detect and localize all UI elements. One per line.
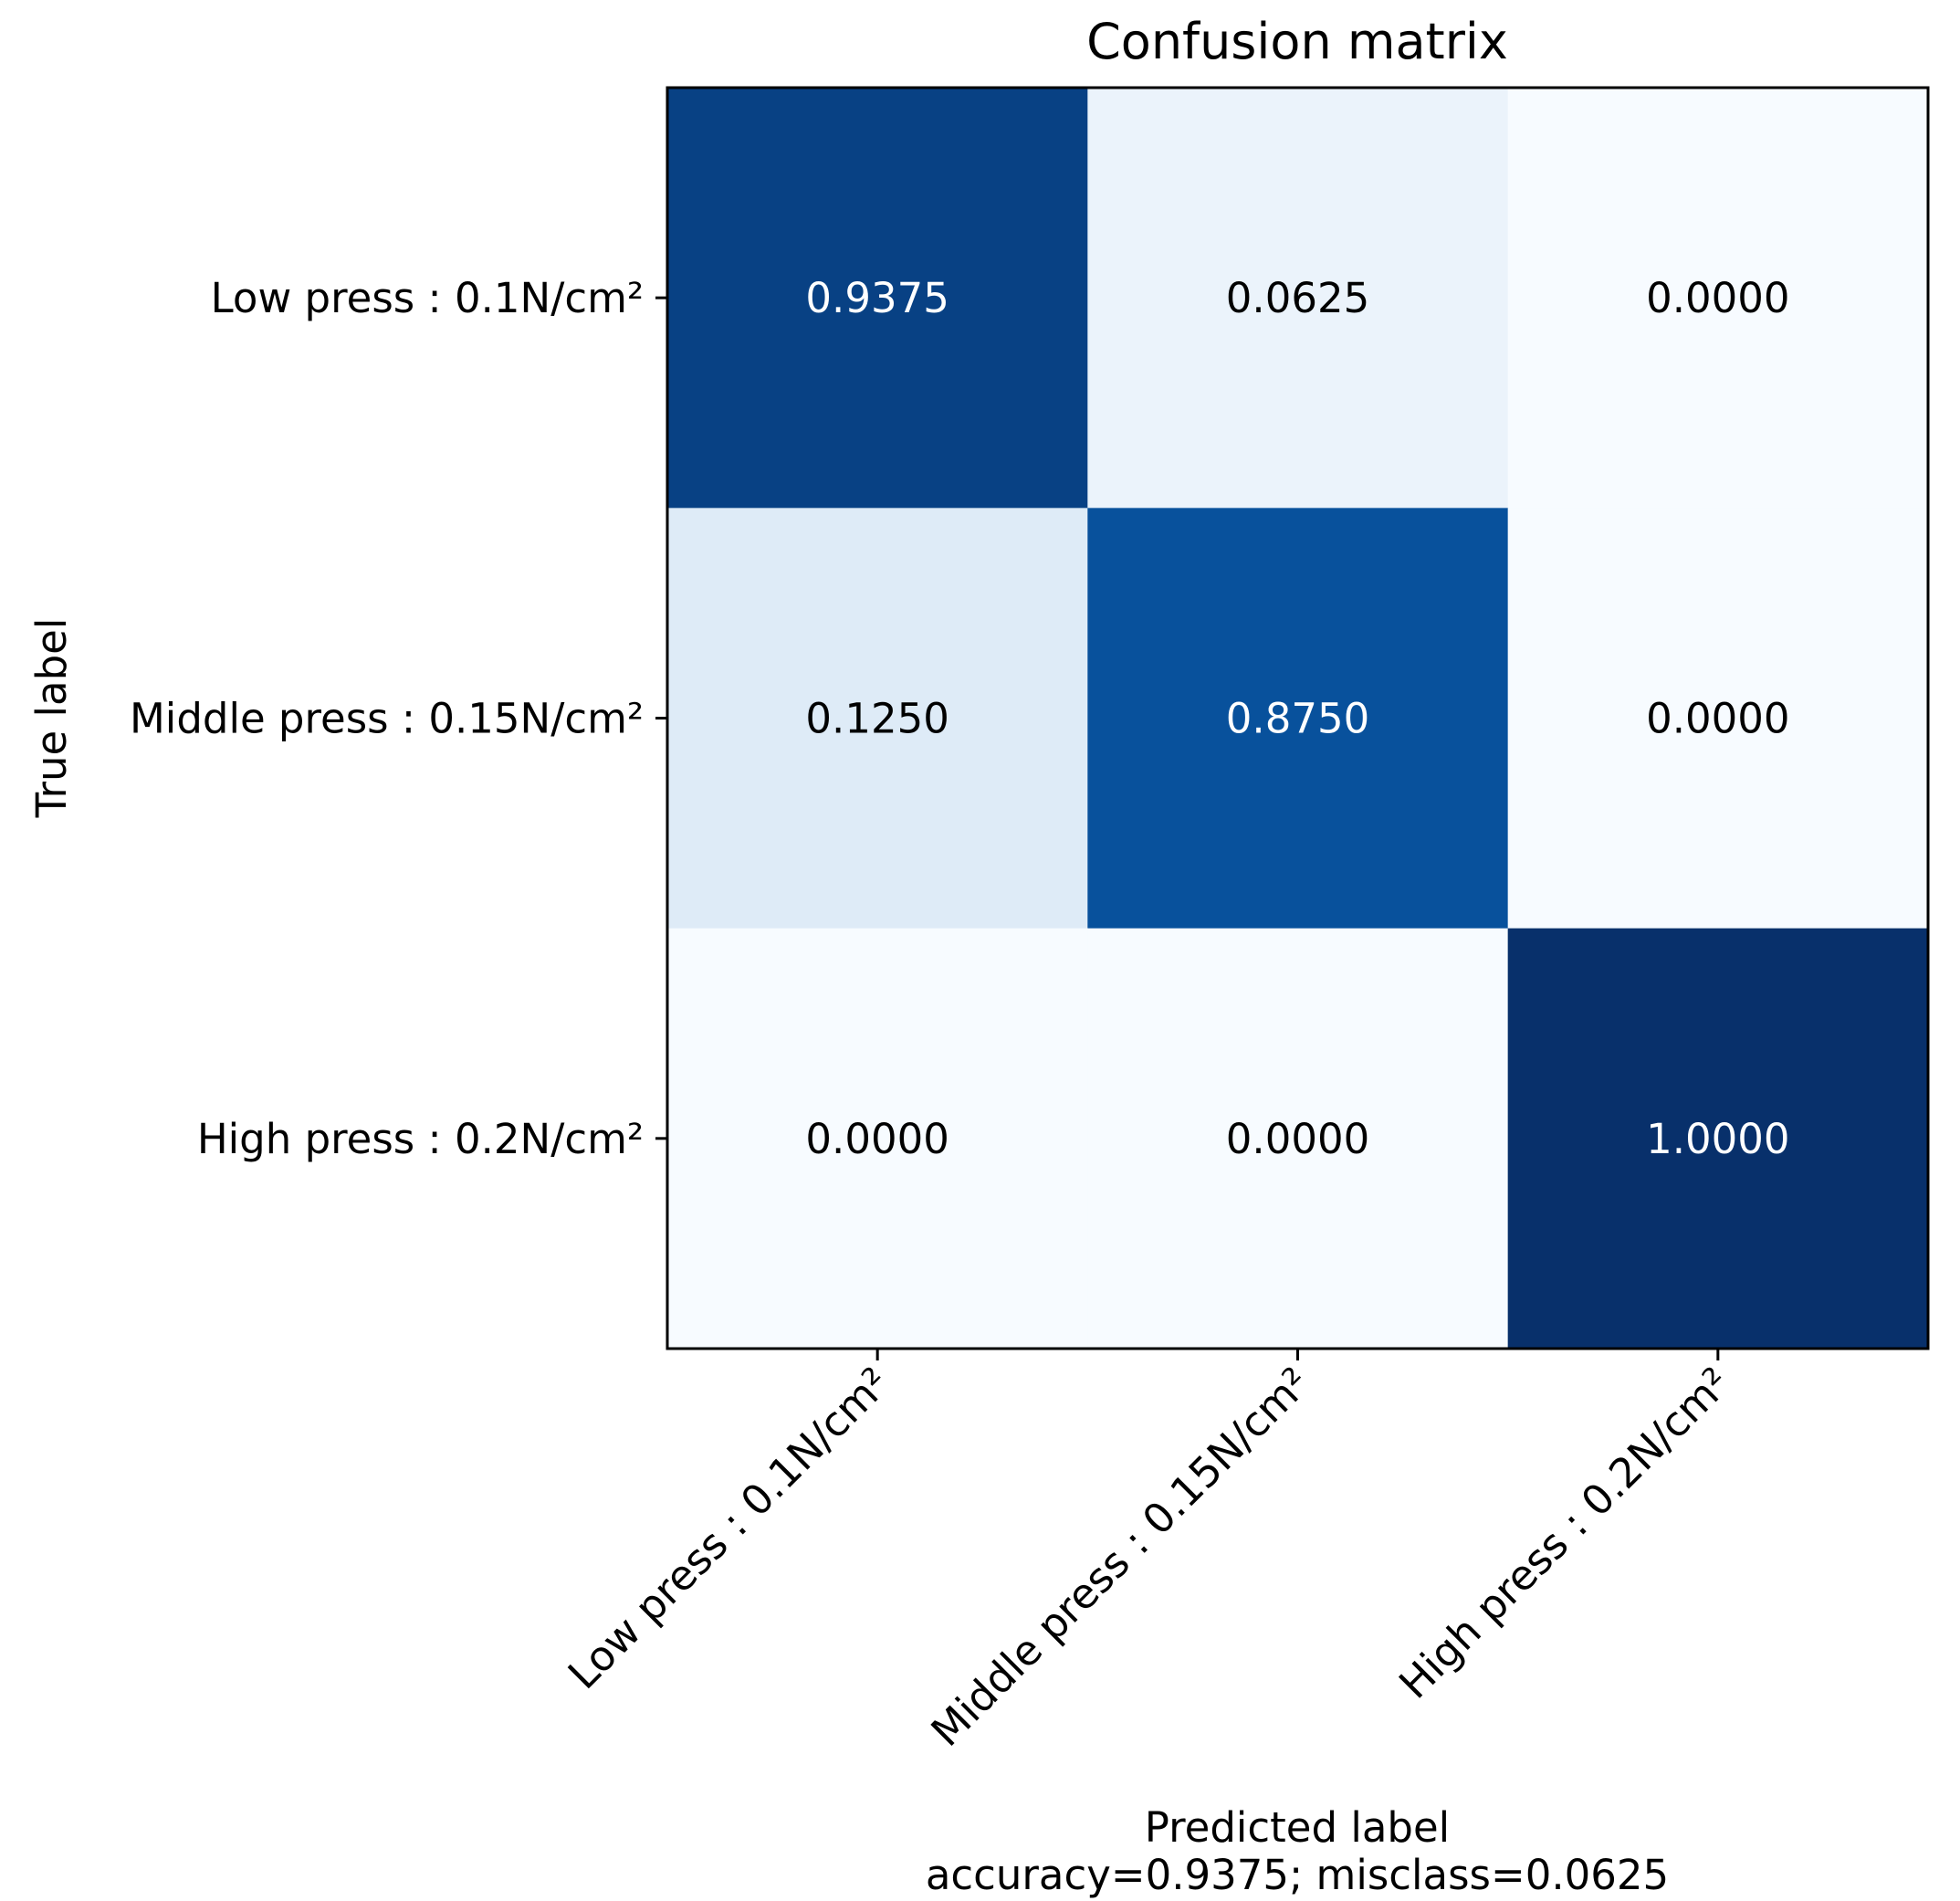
y-tick-label: High press : 0.2N/cm² bbox=[197, 1115, 644, 1163]
y-tick-label: Low press : 0.1N/cm² bbox=[211, 274, 644, 322]
cell-value-label: 0.0625 bbox=[1226, 274, 1369, 322]
cell-value-label: 0.8750 bbox=[1226, 695, 1369, 743]
cell-value-label: 0.0000 bbox=[1226, 1115, 1369, 1163]
cell-value-label: 0.0000 bbox=[805, 1115, 949, 1163]
cell-value-label: 0.0000 bbox=[1646, 695, 1789, 743]
y-tick-label: Middle press : 0.15N/cm² bbox=[130, 695, 644, 743]
x-tick-label: Middle press : 0.15N/cm² bbox=[922, 1358, 1320, 1756]
heatmap-cell bbox=[667, 508, 1088, 929]
x-axis-label: Predicted label bbox=[1145, 1803, 1450, 1852]
y-axis-ticks: Low press : 0.1N/cm² Middle press : 0.15N… bbox=[130, 274, 667, 1163]
x-axis-ticks: Low press : 0.1N/cm² Middle press : 0.15N… bbox=[559, 1349, 1740, 1756]
x-tick-label: High press : 0.2N/cm² bbox=[1389, 1358, 1739, 1707]
heatmap-cell bbox=[1087, 928, 1509, 1350]
cell-value-label: 0.0000 bbox=[1646, 274, 1789, 322]
accuracy-summary: accuracy=0.9375; misclass=0.0625 bbox=[926, 1851, 1669, 1899]
cell-value-label: 0.9375 bbox=[805, 274, 949, 322]
heatmap-cells bbox=[667, 88, 1929, 1350]
heatmap-cell bbox=[1507, 88, 1929, 509]
heatmap-cell bbox=[1507, 928, 1929, 1350]
cell-value-label: 1.0000 bbox=[1646, 1115, 1789, 1163]
heatmap-cell bbox=[667, 88, 1088, 509]
chart-title: Confusion matrix bbox=[1086, 13, 1508, 70]
heatmap-cell bbox=[667, 928, 1088, 1350]
y-axis-label: True label bbox=[27, 618, 76, 819]
cell-value-label: 0.1250 bbox=[805, 695, 949, 743]
heatmap-cell bbox=[1087, 88, 1509, 509]
heatmap-cell bbox=[1087, 508, 1509, 929]
heatmap-cell-labels: 0.9375 0.0625 0.0000 0.1250 0.8750 0.0000 0.00… bbox=[805, 274, 1789, 1163]
heatmap-cell bbox=[1507, 508, 1929, 929]
x-tick-label: Low press : 0.1N/cm² bbox=[559, 1358, 899, 1698]
